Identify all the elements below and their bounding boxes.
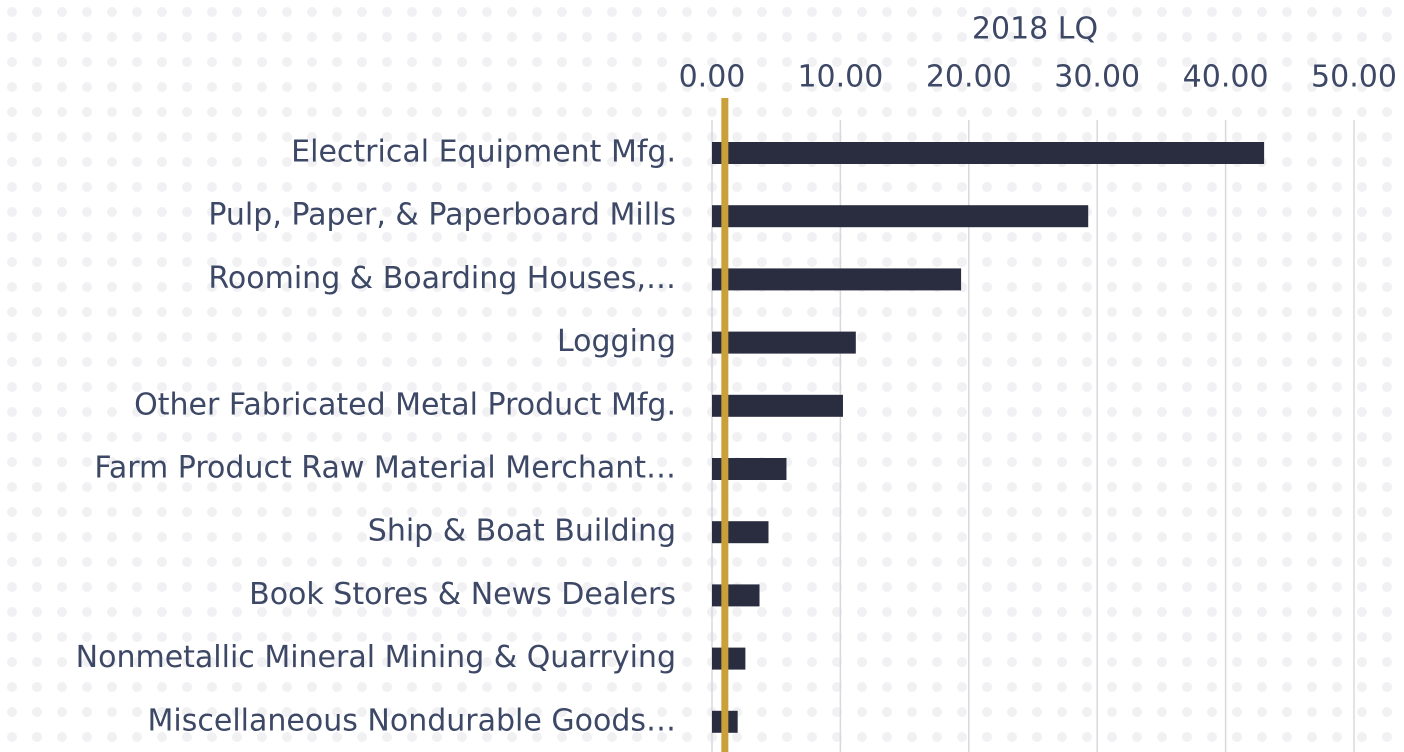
bar	[712, 268, 962, 291]
y-tick-label: Book Stores & News Dealers	[249, 577, 676, 612]
y-tick-label: Farm Product Raw Material Merchant…	[94, 451, 676, 486]
x-tick-label: 40.00	[1183, 60, 1269, 95]
y-tick-label: Nonmetallic Mineral Mining & Quarrying	[76, 640, 676, 675]
x-tick-label: 20.00	[926, 60, 1012, 95]
x-tick-label: 30.00	[1054, 60, 1140, 95]
y-tick-label: Ship & Boat Building	[368, 514, 676, 549]
bar	[712, 647, 746, 670]
bar	[712, 458, 787, 480]
y-tick-label: Pulp, Paper, & Paperboard Mills	[208, 198, 676, 233]
bar	[712, 584, 760, 607]
y-tick-label: Electrical Equipment Mfg.	[291, 135, 676, 170]
y-tick-label: Other Fabricated Metal Product Mfg.	[134, 387, 676, 422]
bar	[712, 205, 1089, 228]
bar	[712, 142, 1265, 164]
axis-title: 2018 LQ	[972, 12, 1098, 47]
bar	[712, 394, 843, 417]
x-tick-label: 50.00	[1311, 60, 1397, 95]
bar	[712, 331, 856, 354]
bar	[712, 521, 769, 544]
y-tick-label: Rooming & Boarding Houses,…	[208, 261, 676, 296]
x-tick-label: 10.00	[797, 60, 883, 95]
y-tick-label: Miscellaneous Nondurable Goods…	[148, 703, 676, 738]
x-tick-label: 0.00	[679, 60, 746, 95]
y-tick-label: Logging	[557, 324, 676, 359]
